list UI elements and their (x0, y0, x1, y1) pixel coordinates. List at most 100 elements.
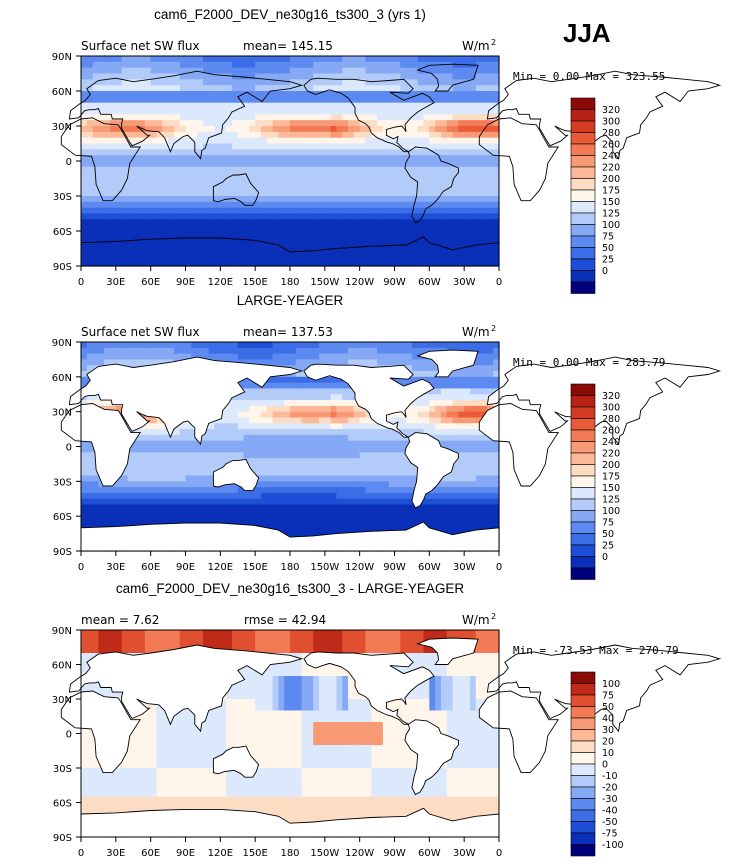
field-cell (249, 492, 256, 500)
field-cell (266, 521, 274, 529)
field-cell (365, 527, 372, 535)
field-cell (429, 114, 436, 121)
field-cell (237, 260, 245, 267)
field-cell (475, 73, 483, 80)
field-cell (319, 510, 326, 517)
field-cell (382, 102, 390, 110)
field-cell (150, 137, 158, 145)
field-cell (284, 137, 291, 145)
field-cell (127, 172, 134, 180)
field-cell (377, 67, 384, 75)
field-cell (208, 469, 216, 477)
field-cell (144, 469, 152, 477)
field-cell (290, 521, 297, 529)
field-cell (429, 417, 436, 424)
field-cell (272, 487, 279, 494)
field-cell (301, 149, 309, 156)
field-cell (139, 342, 146, 349)
field-cell (487, 61, 494, 69)
field-cell (313, 411, 320, 419)
field-cell (81, 120, 88, 127)
field-cell (342, 219, 349, 226)
field-cell (400, 131, 407, 139)
field-cell (336, 248, 343, 255)
field-cell (487, 236, 494, 244)
field-cell (185, 423, 192, 430)
field-cell (86, 79, 94, 86)
field-cell (493, 149, 500, 156)
field-cell (284, 155, 291, 162)
field-cell (202, 504, 210, 511)
field-cell (290, 394, 297, 401)
field-cell (336, 108, 343, 115)
field-cell (446, 504, 454, 511)
field-cell (371, 434, 378, 442)
field-cell (481, 219, 488, 226)
field-cell (231, 143, 239, 150)
field-cell (324, 359, 332, 366)
field-cell (394, 446, 401, 453)
field-cell (435, 405, 442, 413)
field-cell (185, 126, 192, 133)
field-cell (191, 446, 198, 453)
field-cell (301, 475, 309, 482)
field-cell (115, 131, 123, 139)
field-cell (121, 178, 129, 185)
field-cell (226, 184, 233, 191)
field-cell (249, 260, 256, 267)
field-cell (301, 388, 309, 395)
field-cell (243, 131, 250, 139)
colorbar-box (570, 132, 596, 145)
field-cell (400, 481, 407, 488)
field-cell (324, 61, 332, 69)
field-cell (278, 260, 285, 267)
field-cell (452, 114, 459, 121)
field-cell (429, 161, 436, 168)
field-cell (191, 260, 198, 267)
field-cell (243, 91, 250, 98)
field-cell (144, 67, 152, 75)
field-cell (458, 260, 465, 267)
field-cell (98, 400, 105, 407)
field-cell (144, 481, 152, 488)
field-cell (197, 487, 204, 494)
field-cell (185, 475, 192, 482)
field-cell (452, 73, 459, 80)
field-cell (435, 114, 442, 121)
field-cell (173, 446, 181, 453)
field-cell (400, 411, 407, 419)
field-cell (260, 225, 268, 232)
field-cell (133, 85, 140, 92)
field-cell (301, 131, 309, 139)
field-cell (202, 248, 210, 255)
field-cell (179, 498, 187, 506)
field-cell (168, 434, 175, 442)
field-cell (173, 102, 181, 110)
field-cell (81, 260, 88, 267)
field-cell (266, 242, 274, 250)
field-cell (127, 359, 134, 366)
field-cell (330, 434, 338, 442)
field-cell (144, 213, 152, 220)
field-cell (388, 510, 396, 517)
field-cell (266, 91, 274, 98)
field-cell (295, 371, 303, 378)
field-cell (377, 96, 384, 104)
field-cell (400, 463, 407, 471)
field-cell (330, 190, 338, 197)
field-cell (342, 155, 349, 162)
field-cell (243, 184, 250, 191)
field-cell (307, 342, 314, 349)
field-cell (435, 521, 442, 529)
field-cell (487, 143, 494, 150)
field-cell (98, 242, 105, 250)
field-cell (278, 143, 285, 150)
field-cell (411, 79, 419, 86)
field-cell (324, 236, 332, 244)
field-cell (156, 423, 163, 430)
field-cell (319, 376, 326, 384)
field-cell (388, 342, 396, 349)
field-cell (144, 225, 152, 232)
field-cell (359, 172, 367, 180)
field-cell (290, 254, 297, 261)
